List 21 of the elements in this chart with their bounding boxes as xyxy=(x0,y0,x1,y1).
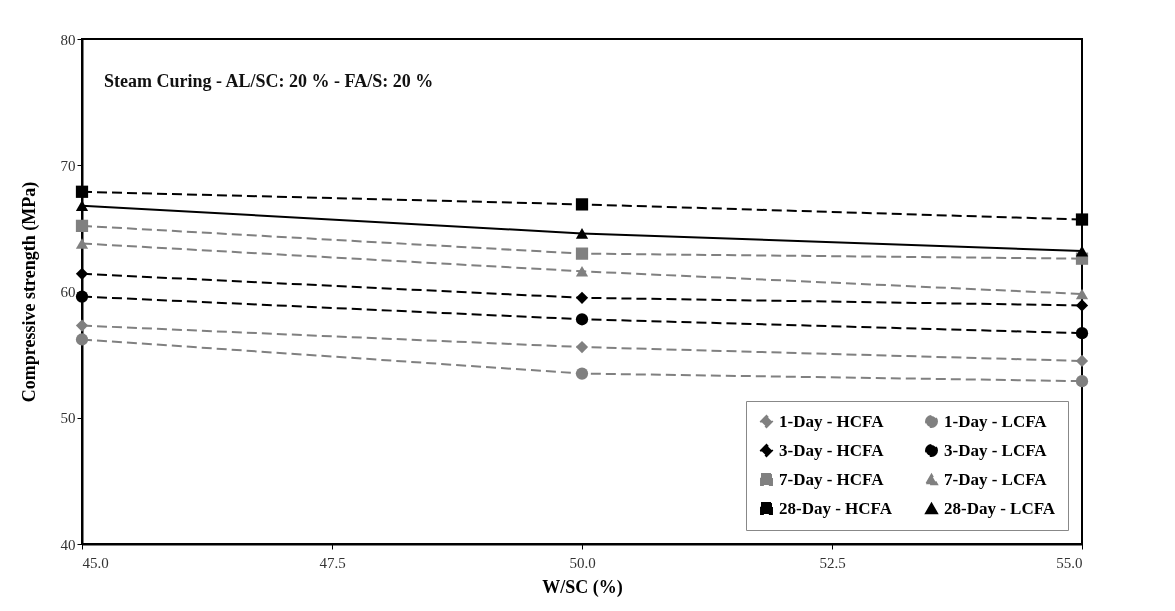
x-tick-label: 52.5 xyxy=(819,554,846,571)
legend-label: 28-Day - LCFA xyxy=(944,498,1056,518)
legend-label: 1-Day - LCFA xyxy=(944,411,1048,431)
x-tick-label: 55.0 xyxy=(1056,554,1083,571)
legend-label: 3-Day - LCFA xyxy=(944,440,1048,460)
legend-label: 1-Day - HCFA xyxy=(779,411,885,431)
legend-label: 7-Day - HCFA xyxy=(779,469,885,489)
y-tick-label: 40 xyxy=(60,536,76,553)
y-tick-label: 60 xyxy=(60,284,76,300)
y-axis-title: Compressive strength (MPa) xyxy=(18,181,40,403)
y-tick-label: 80 xyxy=(60,31,76,48)
x-tick-label: 50.0 xyxy=(569,554,596,571)
x-tick-label: 45.0 xyxy=(82,554,109,571)
legend-label: 3-Day - HCFA xyxy=(779,440,885,460)
annotation: Steam Curing - AL/SC: 20 % - FA/S: 20 % xyxy=(104,71,434,91)
legend-label: 7-Day - LCFA xyxy=(944,469,1048,489)
y-tick-label: 50 xyxy=(60,410,76,427)
legend-label: 28-Day - HCFA xyxy=(779,498,893,518)
x-tick-label: 47.5 xyxy=(319,554,346,571)
y-tick-label: 70 xyxy=(60,157,76,174)
x-axis-title: W/SC (%) xyxy=(542,576,623,598)
